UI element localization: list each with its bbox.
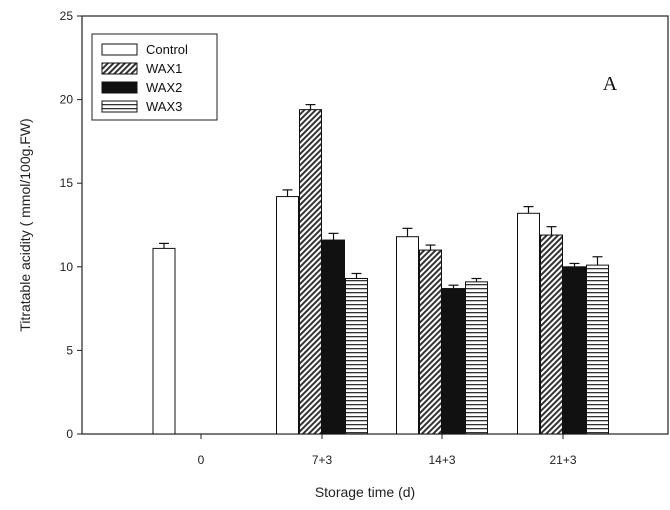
bar — [322, 239, 345, 435]
x-tick-label: 14+3 — [428, 453, 455, 467]
y-axis-title: Titratable acidity ( mmol/100g.FW) — [17, 118, 33, 331]
bar — [540, 234, 563, 435]
bar — [299, 109, 322, 435]
bar — [276, 196, 299, 435]
bar-series-group — [152, 104, 609, 435]
bar — [419, 249, 442, 435]
legend: Control WAX1 WAX2 WAX3 — [91, 33, 218, 121]
y-axis: 0 5 10 15 20 25 — [60, 9, 82, 441]
x-tick-label: 21+3 — [549, 453, 576, 467]
bar — [465, 281, 488, 435]
bar — [586, 264, 609, 435]
x-axis: 0 7+3 14+3 21+3 — [198, 434, 577, 467]
legend-swatch — [101, 100, 138, 113]
legend-label: Control — [146, 42, 188, 57]
legend-swatch — [101, 62, 138, 75]
y-tick-label: 5 — [66, 343, 73, 357]
x-axis-title: Storage time (d) — [315, 484, 415, 500]
plot-frame — [81, 15, 669, 435]
y-tick-label: 25 — [60, 9, 74, 23]
legend-swatch — [101, 81, 138, 94]
y-tick-label: 10 — [60, 260, 74, 274]
panel-label: A — [603, 73, 618, 95]
legend-label: WAX3 — [146, 99, 182, 114]
bar — [152, 247, 176, 435]
bar — [517, 212, 540, 435]
x-tick-label: 0 — [198, 453, 205, 467]
y-tick-label: 15 — [60, 176, 74, 190]
legend-label: WAX1 — [146, 61, 182, 76]
bar — [396, 236, 419, 435]
y-tick-label: 20 — [60, 93, 74, 107]
legend-swatch — [101, 43, 138, 56]
bar — [345, 278, 368, 435]
y-tick-label: 0 — [66, 427, 73, 441]
plot-area — [81, 15, 669, 435]
bar — [563, 266, 586, 435]
bar — [442, 288, 465, 435]
x-tick-label: 7+3 — [312, 453, 333, 467]
legend-label: WAX2 — [146, 80, 182, 95]
